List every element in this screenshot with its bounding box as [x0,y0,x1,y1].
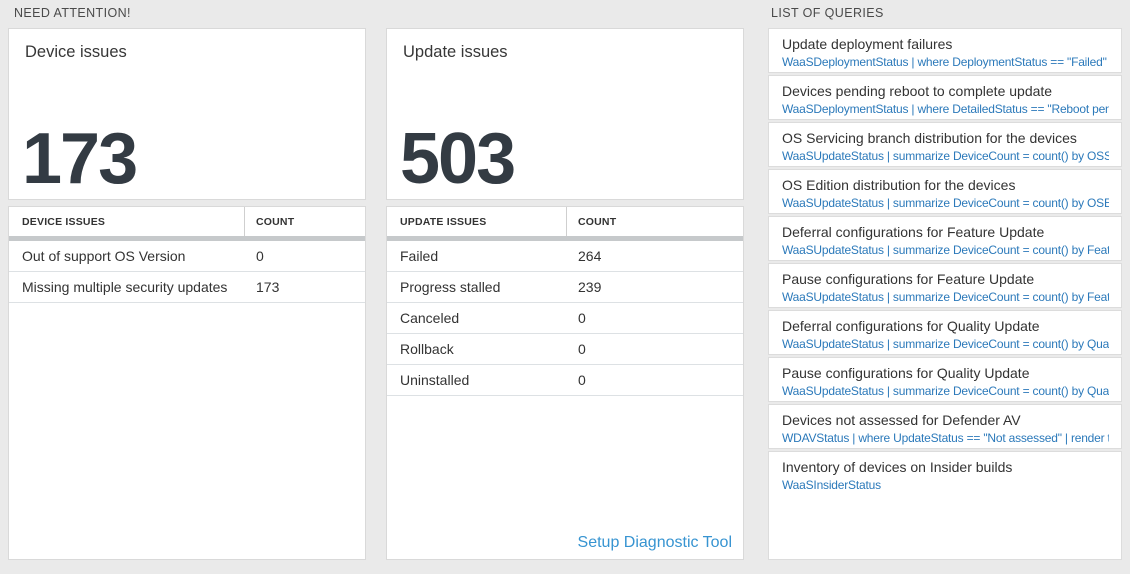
table-row[interactable]: Uninstalled 0 [387,365,743,396]
query-item-pause-quality-update[interactable]: Pause configurations for Quality Update … [768,357,1122,402]
issue-label: Rollback [400,341,454,357]
issue-label: Missing multiple security updates [22,279,228,295]
device-issues-count: 173 [22,119,138,199]
table-row[interactable]: Rollback 0 [387,334,743,365]
query-text: WaaSDeploymentStatus | where DetailedSta… [782,102,1109,116]
issue-label: Out of support OS Version [22,248,186,264]
query-text: WaaSDeploymentStatus | where DeploymentS… [782,55,1109,69]
query-text: WaaSInsiderStatus [782,478,881,492]
device-issues-table-header: DEVICE ISSUES COUNT [9,207,365,236]
update-issues-table: UPDATE ISSUES COUNT Failed 264 Progress … [386,206,744,560]
query-title: OS Edition distribution for the devices [782,177,1016,193]
table-row[interactable]: Failed 264 [387,241,743,272]
issue-count: 0 [578,372,586,388]
table-header-divider [387,236,743,241]
query-item-insider-builds-inventory[interactable]: Inventory of devices on Insider builds W… [768,451,1122,560]
query-item-update-deployment-failures[interactable]: Update deployment failures WaaSDeploymen… [768,28,1122,73]
table-row[interactable]: Missing multiple security updates 173 [9,272,365,303]
update-issues-card[interactable]: Update issues 503 [386,28,744,200]
query-item-devices-not-assessed-defender[interactable]: Devices not assessed for Defender AV WDA… [768,404,1122,449]
table-row[interactable]: Progress stalled 239 [387,272,743,303]
query-text: WaaSUpdateStatus | summarize DeviceCount… [782,149,1109,163]
count-column-header: COUNT [244,207,365,236]
issue-label: Canceled [400,310,460,326]
issue-count: 239 [578,279,602,295]
query-title: Deferral configurations for Feature Upda… [782,224,1045,240]
issue-label: Failed [400,248,439,264]
table-header-divider [9,236,365,241]
device-issues-column-header: DEVICE ISSUES [22,215,106,228]
query-item-deferral-quality-update[interactable]: Deferral configurations for Quality Upda… [768,310,1122,355]
query-item-os-servicing-branch[interactable]: OS Servicing branch distribution for the… [768,122,1122,167]
query-text: WaaSUpdateStatus | summarize DeviceCount… [782,337,1109,351]
query-title: Devices pending reboot to complete updat… [782,83,1053,99]
issue-count: 173 [256,279,280,295]
issue-count: 0 [578,341,586,357]
count-column-header: COUNT [566,207,743,236]
query-title: Devices not assessed for Defender AV [782,412,1021,428]
update-issues-table-header: UPDATE ISSUES COUNT [387,207,743,236]
device-issues-table: DEVICE ISSUES COUNT Out of support OS Ve… [8,206,366,560]
list-of-queries-section-header: LIST OF QUERIES [771,6,884,20]
queries-list: Update deployment failures WaaSDeploymen… [768,28,1122,560]
issue-count: 264 [578,248,602,264]
table-row[interactable]: Canceled 0 [387,303,743,334]
query-title: Pause configurations for Feature Update [782,271,1035,287]
device-issues-card[interactable]: Device issues 173 [8,28,366,200]
issue-label: Progress stalled [400,279,501,295]
query-item-devices-pending-reboot[interactable]: Devices pending reboot to complete updat… [768,75,1122,120]
query-text: WDAVStatus | where UpdateStatus == "Not … [782,431,1109,445]
query-title: Inventory of devices on Insider builds [782,459,1013,475]
query-title: OS Servicing branch distribution for the… [782,130,1077,146]
query-text: WaaSUpdateStatus | summarize DeviceCount… [782,243,1109,257]
need-attention-section-header: NEED ATTENTION! [14,6,131,20]
setup-diagnostic-tool-link[interactable]: Setup Diagnostic Tool [577,534,732,551]
issue-count: 0 [256,248,264,264]
update-issues-card-title: Update issues [403,43,508,61]
issue-count: 0 [578,310,586,326]
query-text: WaaSUpdateStatus | summarize DeviceCount… [782,196,1109,210]
query-text: WaaSUpdateStatus | summarize DeviceCount… [782,290,1109,304]
query-title: Deferral configurations for Quality Upda… [782,318,1040,334]
query-item-pause-feature-update[interactable]: Pause configurations for Feature Update … [768,263,1122,308]
query-text: WaaSUpdateStatus | summarize DeviceCount… [782,384,1109,398]
query-title: Update deployment failures [782,36,953,52]
query-item-os-edition-distribution[interactable]: OS Edition distribution for the devices … [768,169,1122,214]
table-row[interactable]: Out of support OS Version 0 [9,241,365,272]
update-issues-count: 503 [400,119,516,199]
device-issues-card-title: Device issues [25,43,127,61]
issue-label: Uninstalled [400,372,470,388]
query-item-deferral-feature-update[interactable]: Deferral configurations for Feature Upda… [768,216,1122,261]
update-issues-column-header: UPDATE ISSUES [400,215,487,228]
query-title: Pause configurations for Quality Update [782,365,1030,381]
